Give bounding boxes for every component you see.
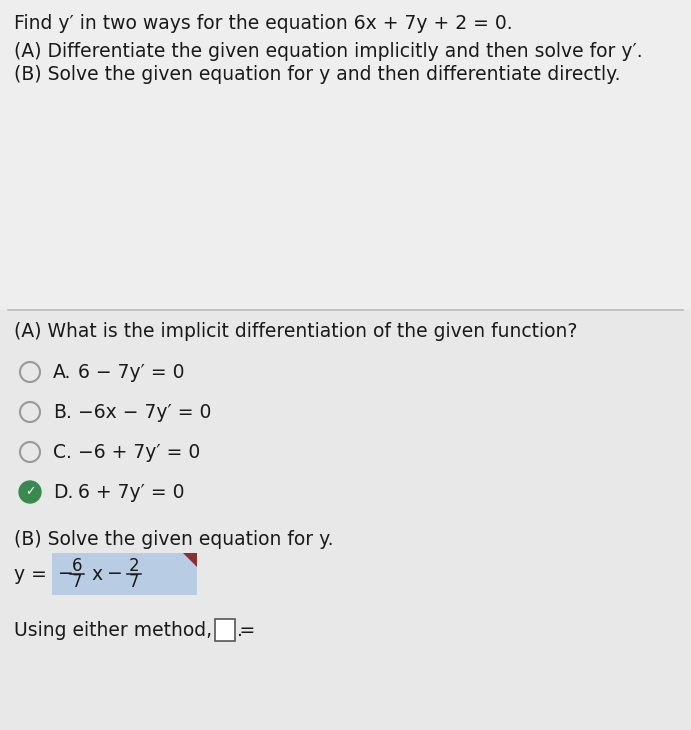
Text: (A) What is the implicit differentiation of the given function?: (A) What is the implicit differentiation… <box>14 322 578 341</box>
Text: (A) Differentiate the given equation implicitly and then solve for y′.: (A) Differentiate the given equation imp… <box>14 42 643 61</box>
Text: −: − <box>58 564 74 583</box>
Text: (B) Solve the given equation for y and then differentiate directly.: (B) Solve the given equation for y and t… <box>14 65 621 84</box>
Text: .: . <box>237 620 243 639</box>
Bar <box>215 619 235 641</box>
Text: 6 + 7y′ = 0: 6 + 7y′ = 0 <box>78 483 184 502</box>
Text: Find y′ in two ways for the equation 6x + 7y + 2 = 0.: Find y′ in two ways for the equation 6x … <box>14 14 513 33</box>
Text: 6: 6 <box>72 557 82 575</box>
Text: y =: y = <box>14 566 47 585</box>
Text: D.: D. <box>53 483 73 502</box>
Circle shape <box>19 481 41 503</box>
Text: (B) Solve the given equation for y.: (B) Solve the given equation for y. <box>14 530 334 549</box>
Text: 2: 2 <box>129 557 140 575</box>
Text: 7: 7 <box>129 573 140 591</box>
Text: −6x − 7y′ = 0: −6x − 7y′ = 0 <box>78 402 211 421</box>
Text: 7: 7 <box>72 573 82 591</box>
Text: Using either method, y′ =: Using either method, y′ = <box>14 620 261 639</box>
Bar <box>0 310 691 730</box>
Text: B.: B. <box>53 402 72 421</box>
Text: −6 + 7y′ = 0: −6 + 7y′ = 0 <box>78 442 200 461</box>
Text: x: x <box>91 564 102 583</box>
Text: 6 − 7y′ = 0: 6 − 7y′ = 0 <box>78 363 184 382</box>
Text: −: − <box>107 564 123 583</box>
Bar <box>0 0 691 310</box>
Polygon shape <box>183 553 197 567</box>
Text: ✓: ✓ <box>25 485 35 498</box>
Bar <box>52 553 197 595</box>
Text: C.: C. <box>53 442 72 461</box>
Text: A.: A. <box>53 363 71 382</box>
